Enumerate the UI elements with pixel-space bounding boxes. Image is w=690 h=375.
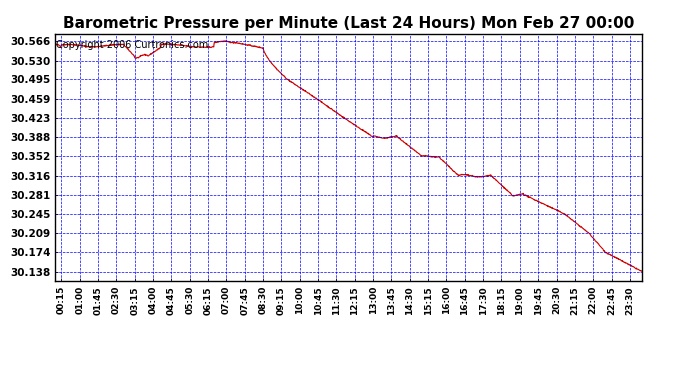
Title: Barometric Pressure per Minute (Last 24 Hours) Mon Feb 27 00:00: Barometric Pressure per Minute (Last 24 … — [63, 16, 634, 31]
Text: Copyright 2006 Curtronics.com: Copyright 2006 Curtronics.com — [57, 40, 208, 50]
